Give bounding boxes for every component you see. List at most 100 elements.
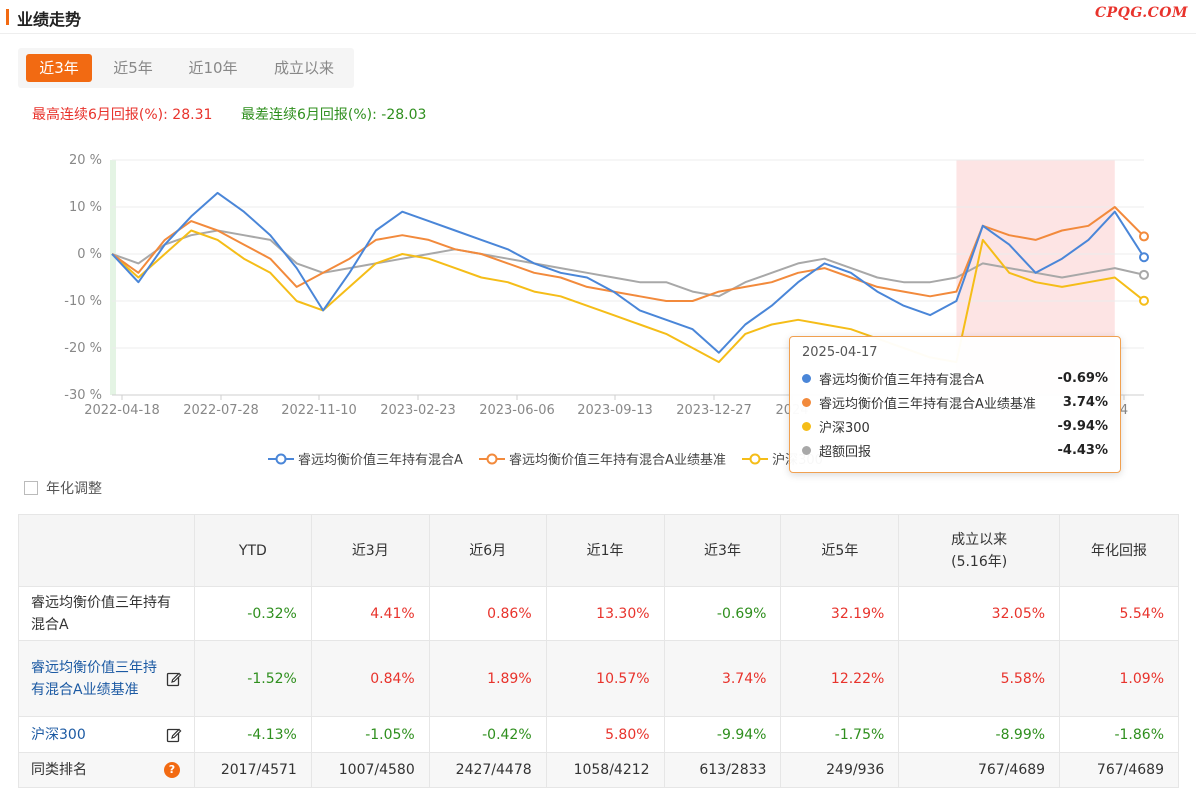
tab-10y[interactable]: 近10年 xyxy=(188,59,238,77)
series-line-1 xyxy=(111,206,1145,302)
table-cell: 1.09% xyxy=(1059,640,1179,717)
x-tick-label: 2023-02-23 xyxy=(380,403,456,418)
series-line-2 xyxy=(111,229,1145,364)
table-cell: -1.05% xyxy=(310,716,430,753)
x-tick-label: 2022-11-10 xyxy=(281,403,357,418)
tooltip-series-name: 沪深300 xyxy=(819,420,870,436)
row-name: 沪深300 xyxy=(31,726,86,743)
table-cell: 1.89% xyxy=(428,640,547,717)
tab-since-inception[interactable]: 成立以来 xyxy=(273,59,334,77)
table-cell: 32.05% xyxy=(898,586,1061,641)
table-cell: 1058/4212 xyxy=(545,752,665,788)
best-streak-text: 最高连续6月回报(%): 28.31 xyxy=(32,107,213,123)
table-cell: 767/4689 xyxy=(1059,752,1179,788)
series-dot-icon xyxy=(802,445,811,455)
table-cell: 5.54% xyxy=(1059,586,1179,641)
legend-label: 睿远均衡价值三年持有混合A业绩基准 xyxy=(509,453,726,468)
help-icon[interactable]: ? xyxy=(163,762,180,778)
legend-line-icon xyxy=(268,453,294,464)
header-label: 成立以来 xyxy=(951,531,1008,548)
x-tick-label: 2023-09-13 xyxy=(577,403,653,418)
edit-icon[interactable] xyxy=(166,727,182,743)
tooltip-row: 睿远均衡价值三年持有混合A业绩基准 3.74% xyxy=(802,390,1108,414)
header-cell-empty xyxy=(18,514,195,587)
table-cell: 767/4689 xyxy=(898,752,1061,788)
tab-3y[interactable]: 近3年 xyxy=(26,54,92,82)
x-tick-label: 2023-06-06 xyxy=(479,403,555,418)
tooltip-row: 超额回报 -4.43% xyxy=(802,438,1108,462)
table-cell: 0.84% xyxy=(310,640,430,717)
tab-5y[interactable]: 近5年 xyxy=(113,59,153,77)
y-tick-label: 10 % xyxy=(69,200,102,215)
row-name: 睿远均衡价值三年持有混合A业绩基准 xyxy=(31,659,157,698)
series-endpoint-1 xyxy=(1139,231,1149,242)
row-name-cell: 同类排名 ? xyxy=(18,752,195,788)
tooltip-row: 沪深300 -9.94% xyxy=(802,414,1108,438)
table-cell: -0.42% xyxy=(428,716,547,753)
tooltip-series-name: 超额回报 xyxy=(819,444,872,460)
chart-legend: 睿远均衡价值三年持有混合A 睿远均衡价值三年持有混合A业绩基准 沪深300 xyxy=(268,449,835,469)
table-cell: 3.74% xyxy=(663,640,782,717)
table-cell: -9.94% xyxy=(663,716,782,753)
table-cell: -8.99% xyxy=(898,716,1061,753)
table-row: 睿远均衡价值三年持有混合A -0.32% 4.41% 0.86% 13.30% … xyxy=(18,586,1179,641)
table-row: 沪深300 -4.13% -1.05% -0.42% 5.80% -9.94% … xyxy=(18,716,1179,753)
series-dot-icon xyxy=(802,373,811,383)
table-cell: 32.19% xyxy=(780,586,900,641)
chart-tooltip: 2025-04-17 睿远均衡价值三年持有混合A -0.69% 睿远均衡价值三年… xyxy=(789,336,1121,473)
header-cell-since-inception: 成立以来 (5.16年) xyxy=(898,514,1061,587)
edit-icon[interactable] xyxy=(166,671,182,687)
table-cell: 13.30% xyxy=(545,586,665,641)
tooltip-series-name: 睿远均衡价值三年持有混合A xyxy=(819,372,984,388)
table-cell: 1007/4580 xyxy=(310,752,430,788)
row-name-link[interactable]: 睿远均衡价值三年持有混合A业绩基准 xyxy=(18,640,195,717)
series-endpoint-2 xyxy=(1139,295,1149,306)
row-name: 同类排名 xyxy=(31,762,87,778)
table-cell: 613/2833 xyxy=(663,752,782,788)
annualize-toggle[interactable]: 年化调整 xyxy=(24,478,102,498)
tooltip-series-value: 3.74% xyxy=(1062,394,1108,410)
tooltip-series-value: -4.43% xyxy=(1057,442,1109,458)
tooltip-date: 2025-04-17 xyxy=(802,345,878,360)
annualize-label: 年化调整 xyxy=(46,481,102,497)
worst-streak-text: 最差连续6月回报(%): -28.03 xyxy=(241,107,427,123)
table-cell: 2427/4478 xyxy=(428,752,547,788)
table-cell: 2017/4571 xyxy=(193,752,312,788)
annualize-checkbox[interactable] xyxy=(24,481,38,495)
tooltip-series-value: -9.94% xyxy=(1057,418,1109,434)
legend-item-fund[interactable]: 睿远均衡价值三年持有混合A xyxy=(268,449,463,468)
series-dot-icon xyxy=(802,397,811,407)
tooltip-series-name: 睿远均衡价值三年持有混合A业绩基准 xyxy=(819,396,1036,412)
table-cell: 5.58% xyxy=(898,640,1061,717)
brand-watermark: CPQG.COM xyxy=(1094,5,1188,21)
legend-item-benchmark[interactable]: 睿远均衡价值三年持有混合A业绩基准 xyxy=(479,449,726,468)
table-cell: 5.80% xyxy=(545,716,665,753)
legend-label: 睿远均衡价值三年持有混合A xyxy=(298,453,463,468)
table-cell: -1.75% xyxy=(780,716,900,753)
table-cell: -0.32% xyxy=(193,586,312,641)
legend-line-icon xyxy=(479,453,506,464)
y-tick-label: -10 % xyxy=(64,294,102,309)
x-tick-label: 4 xyxy=(1120,403,1128,418)
table-cell: 4.41% xyxy=(310,586,430,641)
section-title: 业绩走势 xyxy=(17,10,82,29)
header-cell: 近5年 xyxy=(780,514,900,587)
tooltip-series-value: -0.69% xyxy=(1057,370,1109,386)
series-line-0 xyxy=(111,191,1145,354)
legend-line-icon xyxy=(742,453,769,464)
table-cell: 249/936 xyxy=(780,752,900,788)
header-accent-bar xyxy=(6,9,9,25)
x-tick-label: 2022-07-28 xyxy=(183,403,259,418)
header-cell: 年化回报 xyxy=(1059,514,1179,587)
header-cell: 近3年 xyxy=(663,514,782,587)
tooltip-row: 睿远均衡价值三年持有混合A -0.69% xyxy=(802,366,1108,390)
series-dot-icon xyxy=(802,421,811,431)
table-cell: -1.86% xyxy=(1059,716,1179,753)
table-row: 睿远均衡价值三年持有混合A业绩基准 -1.52% 0.84% 1.89% 10.… xyxy=(18,640,1179,717)
table-cell: -4.13% xyxy=(193,716,312,753)
x-tick-label: 2022-04-18 xyxy=(84,403,160,418)
y-tick-label: 20 % xyxy=(69,153,102,168)
row-name-link[interactable]: 沪深300 xyxy=(18,716,195,753)
start-marker-band xyxy=(110,160,116,395)
period-tabs: 近3年 近5年 近10年 成立以来 xyxy=(18,48,354,88)
